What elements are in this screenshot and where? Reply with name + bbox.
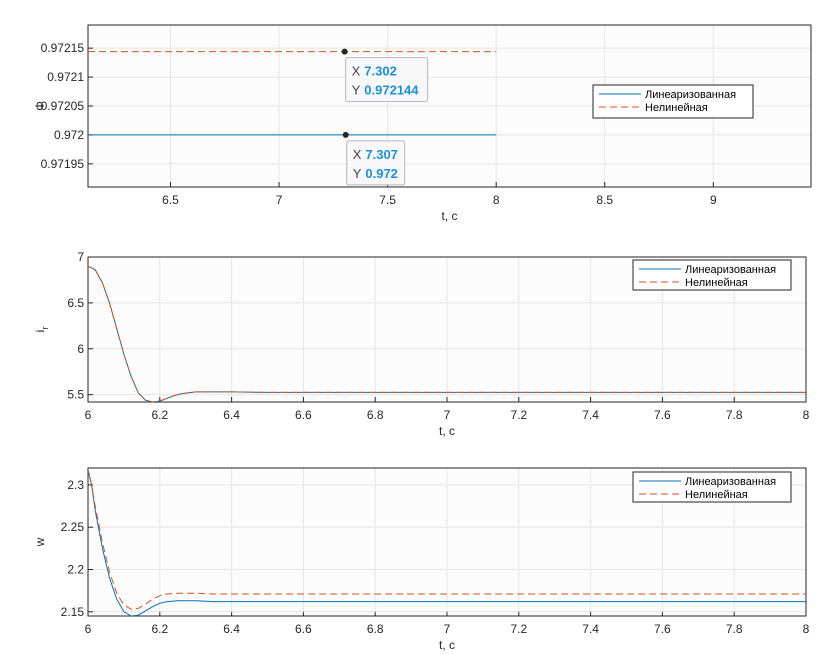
- x-tick-label: 7.2: [510, 408, 527, 422]
- x-tick-label: 6.2: [151, 408, 168, 422]
- x-tick-label: 8: [803, 408, 810, 422]
- legend-label: Нелинейная: [645, 102, 708, 114]
- y-tick-label: 0.972: [54, 128, 84, 142]
- x-tick-label: 6.8: [367, 622, 384, 636]
- legend-label: Линеаризованная: [645, 89, 736, 101]
- x-tick-label: 6.8: [367, 408, 384, 422]
- datatip-x-label: X: [353, 147, 362, 162]
- x-tick-label: 6.2: [151, 622, 168, 636]
- x-tick-label: 6.5: [162, 193, 179, 207]
- datatip-y-row: Y 0.972: [353, 166, 398, 181]
- y-tick-label: 7: [77, 250, 84, 264]
- x-tick-label: 6.6: [295, 408, 312, 422]
- x-axis-label: t, c: [439, 638, 455, 652]
- subplot-3: 6 6.2 6.4 6.6 6.8 7 7.2 7.4 7.6 7.8 8 2.15 2.2 2.25 2.…: [33, 467, 810, 652]
- x-tick-label: 8: [803, 622, 810, 636]
- y-axis-label-main: i: [33, 330, 47, 333]
- y-tick-label: 6.5: [67, 296, 84, 310]
- y-tick-label: 0.9721: [47, 70, 84, 84]
- y-axis-label: Φ: [33, 101, 47, 111]
- y-axis-label-main: Φ: [33, 101, 47, 111]
- x-tick-label: 9: [710, 193, 717, 207]
- datatip-x-label: X: [352, 64, 361, 79]
- series-line-linearized: [88, 469, 806, 616]
- subplot-2: 6 6.2 6.4 6.6 6.8 7 7.2 7.4 7.6 7.8 85.566.57t, ci…: [33, 250, 810, 438]
- x-tick-label: 7: [444, 622, 451, 636]
- x-tick-label: 7: [276, 193, 283, 207]
- axes-box: [87, 256, 807, 403]
- legend-box: [632, 471, 792, 503]
- x-tick-label: 7.4: [582, 622, 599, 636]
- y-axis-label-subscript: r: [40, 327, 50, 330]
- x-tick-label: 7.6: [654, 622, 671, 636]
- x-tick-label: 7.8: [726, 408, 743, 422]
- datatip-y-label: Y: [353, 166, 362, 181]
- y-tick-label: 2.3: [67, 478, 84, 492]
- x-tick-label: 6: [85, 622, 92, 636]
- x-tick-label: 7.5: [379, 193, 396, 207]
- datatip-marker: [342, 131, 349, 138]
- legend-box: [592, 84, 754, 119]
- y-axis-label: w: [33, 537, 47, 547]
- axes-box: [87, 24, 812, 188]
- x-tick-label: 6.4: [223, 408, 240, 422]
- datatip-box: [346, 140, 406, 186]
- datatip-x-row: X 7.302: [352, 64, 397, 79]
- datatip-y-label: Y: [352, 83, 361, 98]
- series-line-nonlinear: [88, 265, 806, 402]
- x-tick-label: 6.4: [223, 622, 240, 636]
- y-tick-label: 0.97215: [41, 41, 85, 55]
- y-tick-label: 2.15: [61, 605, 85, 619]
- datatip-x-row: X 7.307: [353, 147, 398, 162]
- legend-label: Нелинейная: [685, 277, 748, 289]
- x-tick-label: 7.8: [726, 622, 743, 636]
- legend-label: Нелинейная: [685, 489, 748, 501]
- datatip-x-value: 7.302: [364, 64, 397, 79]
- y-tick-label: 2.25: [61, 520, 85, 534]
- axes-box: [87, 467, 807, 617]
- datatip-x-value: 7.307: [365, 147, 398, 162]
- y-tick-label: 2.2: [67, 562, 84, 576]
- datatip-y-value: 0.972144: [364, 83, 419, 98]
- x-axis-label: t, c: [441, 209, 457, 223]
- datatip-y-value: 0.972: [365, 166, 398, 181]
- series-line-nonlinear: [88, 469, 806, 610]
- subplot-1: 6.5 7 7.5 8 8.5 9 0.97195 0.972 0.97205 0.9721 0.9…: [33, 24, 812, 223]
- x-tick-label: 8.5: [596, 193, 613, 207]
- x-tick-label: 8: [493, 193, 500, 207]
- y-tick-label: 0.97205: [41, 99, 85, 113]
- x-axis-label: t, c: [439, 424, 455, 438]
- y-axis-label-main: w: [33, 537, 47, 547]
- legend-label: Линеаризованная: [685, 476, 776, 488]
- y-axis-label: ir: [33, 327, 50, 333]
- datatip-box: [345, 57, 429, 103]
- x-tick-label: 7: [444, 408, 451, 422]
- legend-label: Линеаризованная: [685, 264, 776, 276]
- x-tick-label: 7.4: [582, 408, 599, 422]
- y-tick-label: 5.5: [67, 388, 84, 402]
- x-tick-label: 6.6: [295, 622, 312, 636]
- legend-box: [632, 259, 792, 291]
- x-tick-label: 7.6: [654, 408, 671, 422]
- y-tick-label: 6: [77, 342, 84, 356]
- datatip-y-row: Y 0.972144: [352, 83, 420, 98]
- x-tick-label: 7.2: [510, 622, 527, 636]
- datatip-marker: [341, 48, 348, 55]
- x-tick-label: 6: [85, 408, 92, 422]
- y-tick-label: 0.97195: [41, 157, 85, 171]
